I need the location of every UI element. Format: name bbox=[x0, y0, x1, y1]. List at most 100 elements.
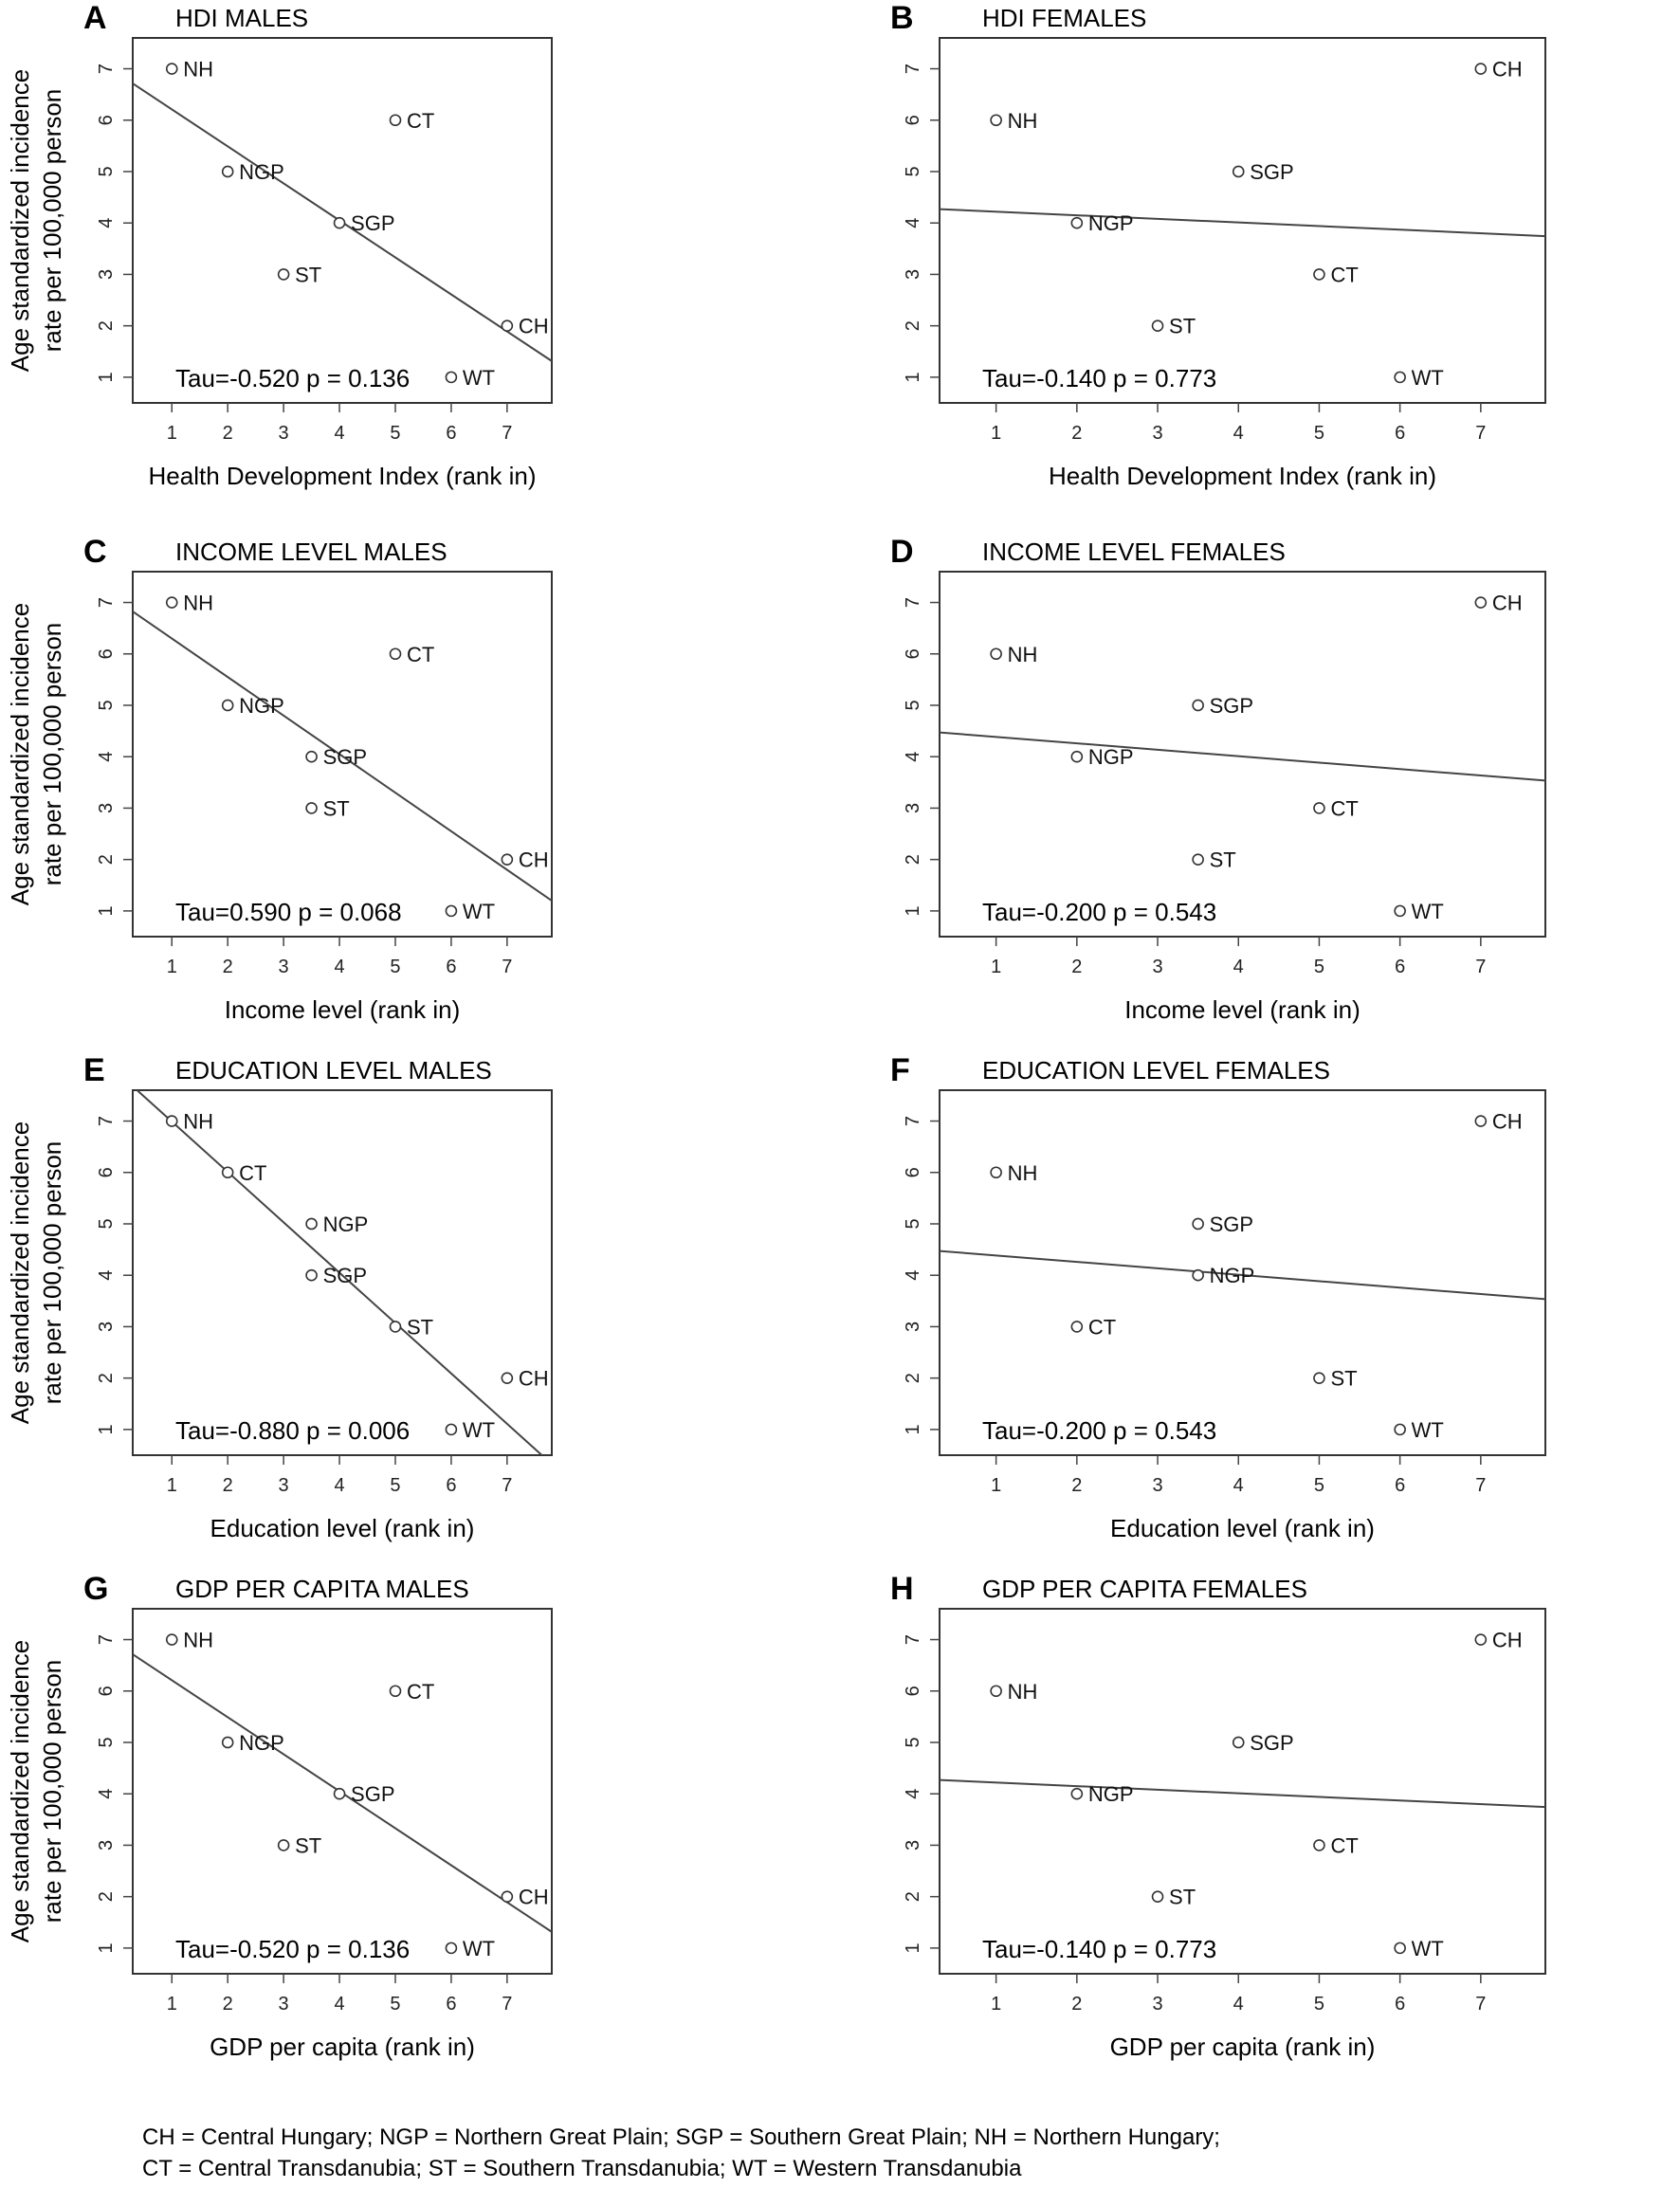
data-point-ch bbox=[501, 853, 514, 866]
x-axis-label: Education level (rank in) bbox=[1110, 1514, 1375, 1542]
x-tick-label: 3 bbox=[1152, 957, 1162, 977]
data-point-nh bbox=[990, 1685, 1002, 1698]
x-tick-label: 5 bbox=[1314, 1475, 1324, 1496]
y-tick-label: 7 bbox=[96, 1634, 117, 1645]
y-tick-label: 6 bbox=[903, 1686, 923, 1696]
tau-statistic: Tau=0.590 p = 0.068 bbox=[175, 898, 402, 926]
panel-title: EDUCATION LEVEL FEMALES bbox=[982, 1056, 1330, 1085]
legend-line-1: CH = Central Hungary; NGP = Northern Gre… bbox=[142, 2124, 1220, 2150]
tau-statistic: Tau=-0.880 p = 0.006 bbox=[175, 1416, 410, 1445]
panel-letter: F bbox=[890, 1052, 910, 1088]
point-label-st: ST bbox=[1169, 315, 1196, 338]
x-tick-label: 5 bbox=[1314, 1994, 1324, 2015]
y-tick-label: 5 bbox=[96, 166, 117, 176]
y-tick-label: 4 bbox=[903, 752, 923, 762]
tau-statistic: Tau=-0.140 p = 0.773 bbox=[982, 1935, 1216, 1963]
panel-letter: D bbox=[890, 534, 914, 570]
panel-d: D INCOME LEVEL FEMALES 1 2 3 4 5 6 7 1 2 3 4 5 6 7 Incom… bbox=[890, 534, 1546, 1024]
data-point-st bbox=[277, 268, 290, 281]
panel-title: INCOME LEVEL FEMALES bbox=[982, 538, 1286, 566]
data-point-st bbox=[1313, 1372, 1325, 1384]
panel-f: F EDUCATION LEVEL FEMALES 1 2 3 4 5 6 7 1 2 3 4 5 6 7 Ed… bbox=[890, 1052, 1546, 1542]
y-tick-label: 2 bbox=[903, 320, 923, 331]
data-point-st bbox=[305, 802, 318, 814]
point-label-ch: CH bbox=[519, 1886, 549, 1909]
y-tick-label: 5 bbox=[96, 700, 117, 710]
point-label-ngp: NGP bbox=[1088, 1782, 1134, 1806]
plot-frame bbox=[939, 37, 1546, 404]
x-tick-label: 6 bbox=[1395, 1475, 1405, 1496]
regression-line bbox=[133, 611, 552, 902]
x-tick-label: 4 bbox=[1233, 957, 1244, 977]
point-label-nh: NH bbox=[183, 1110, 213, 1134]
x-tick-label: 6 bbox=[1395, 423, 1405, 444]
plot-frame bbox=[939, 1608, 1546, 1975]
data-point-ct bbox=[1313, 1839, 1325, 1851]
y-tick-label: 1 bbox=[903, 1424, 923, 1434]
data-point-ch bbox=[501, 1890, 514, 1903]
point-label-sgp: SGP bbox=[323, 745, 367, 769]
x-tick-label: 7 bbox=[502, 1475, 512, 1496]
data-point-ch bbox=[1474, 1633, 1488, 1646]
panel-c: C INCOME LEVEL MALES 1 2 3 4 5 6 7 1 2 3 4 5 6 7 Income … bbox=[6, 534, 553, 1024]
point-label-ch: CH bbox=[519, 315, 549, 338]
panel-letter: G bbox=[83, 1571, 108, 1607]
data-point-ct bbox=[1313, 268, 1325, 281]
y-tick-label: 3 bbox=[96, 269, 117, 280]
y-axis-label-line-2: rate per 100,000 person bbox=[38, 1141, 66, 1405]
data-point-sgp bbox=[333, 1787, 346, 1800]
x-tick-label: 2 bbox=[1071, 423, 1082, 444]
data-point-wt bbox=[445, 904, 458, 918]
x-tick-label: 1 bbox=[991, 1994, 1001, 2015]
data-point-ct bbox=[1070, 1321, 1084, 1333]
data-point-st bbox=[1151, 1890, 1164, 1903]
point-label-st: ST bbox=[1210, 848, 1236, 872]
data-point-wt bbox=[1394, 1423, 1406, 1436]
y-axis-label-line-1: Age standardized incidence bbox=[6, 1640, 34, 1942]
x-tick-label: 2 bbox=[1071, 1475, 1082, 1496]
point-label-wt: WT bbox=[463, 900, 495, 923]
panel-title: INCOME LEVEL MALES bbox=[175, 538, 447, 566]
point-label-sgp: SGP bbox=[323, 1264, 367, 1287]
y-tick-label: 2 bbox=[903, 1891, 923, 1902]
x-tick-label: 2 bbox=[223, 1994, 233, 2015]
data-point-nh bbox=[165, 596, 178, 609]
x-tick-label: 7 bbox=[1475, 957, 1486, 977]
y-tick-label: 1 bbox=[903, 372, 923, 382]
y-tick-label: 4 bbox=[96, 752, 117, 762]
panel-g: G GDP PER CAPITA MALES 1 2 3 4 5 6 7 1 2 3 4 5 6 7 GDP p… bbox=[6, 1571, 553, 2061]
data-point-st bbox=[277, 1839, 290, 1851]
x-tick-label: 6 bbox=[446, 423, 456, 444]
x-tick-label: 7 bbox=[502, 957, 512, 977]
x-tick-label: 1 bbox=[167, 1994, 177, 2015]
data-point-wt bbox=[1394, 371, 1406, 384]
point-label-ct: CT bbox=[407, 109, 434, 133]
point-label-nh: NH bbox=[1008, 1161, 1038, 1185]
data-point-sgp bbox=[1232, 1736, 1245, 1749]
data-point-nh bbox=[165, 63, 178, 75]
data-point-ngp bbox=[1070, 216, 1084, 229]
y-tick-label: 6 bbox=[903, 1167, 923, 1177]
panel-title: HDI FEMALES bbox=[982, 4, 1146, 32]
x-tick-label: 4 bbox=[334, 957, 344, 977]
point-label-nh: NH bbox=[183, 592, 213, 615]
point-label-ct: CT bbox=[1330, 796, 1358, 820]
x-tick-label: 1 bbox=[991, 423, 1001, 444]
x-tick-label: 6 bbox=[1395, 957, 1405, 977]
data-point-wt bbox=[445, 1423, 458, 1436]
x-tick-label: 2 bbox=[223, 957, 233, 977]
y-tick-label: 2 bbox=[96, 320, 117, 331]
panel-letter: H bbox=[890, 1571, 914, 1607]
point-label-wt: WT bbox=[463, 366, 495, 390]
point-label-wt: WT bbox=[1412, 1937, 1444, 1960]
data-point-sgp bbox=[1192, 1217, 1204, 1231]
y-tick-label: 5 bbox=[96, 1737, 117, 1747]
data-point-ct bbox=[389, 114, 402, 127]
y-axis-label-line-2: rate per 100,000 person bbox=[38, 89, 66, 353]
data-point-nh bbox=[990, 647, 1002, 661]
point-label-ngp: NGP bbox=[323, 1213, 369, 1236]
data-point-ngp bbox=[1192, 1268, 1204, 1282]
tau-statistic: Tau=-0.520 p = 0.136 bbox=[175, 364, 410, 392]
y-tick-label: 1 bbox=[96, 905, 117, 916]
x-tick-label: 1 bbox=[167, 957, 177, 977]
